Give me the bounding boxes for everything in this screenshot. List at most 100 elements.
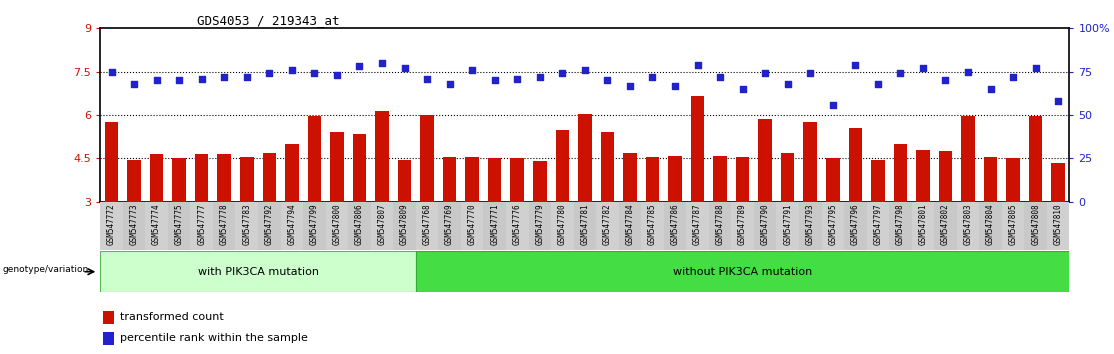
Bar: [303, 202, 325, 250]
Point: [418, 76, 436, 81]
Bar: [984, 157, 997, 202]
Point: [937, 78, 955, 83]
Point: [891, 70, 909, 76]
Point: [981, 86, 999, 92]
Point: [102, 69, 120, 75]
Bar: [285, 144, 299, 202]
Bar: [776, 202, 799, 250]
Bar: [263, 153, 276, 202]
Bar: [258, 202, 281, 250]
Text: GSM547789: GSM547789: [739, 203, 747, 245]
Bar: [393, 202, 416, 250]
Text: GSM547776: GSM547776: [512, 203, 521, 245]
Point: [847, 62, 864, 68]
Bar: [713, 155, 726, 202]
Bar: [1029, 116, 1043, 202]
Text: GSM547770: GSM547770: [468, 203, 477, 245]
Text: GSM547795: GSM547795: [829, 203, 838, 245]
Point: [869, 81, 887, 87]
Text: without PIK3CA mutation: without PIK3CA mutation: [673, 267, 812, 277]
Bar: [443, 157, 457, 202]
Bar: [618, 202, 642, 250]
Point: [1004, 74, 1022, 80]
Bar: [100, 202, 123, 250]
Bar: [871, 160, 885, 202]
Bar: [556, 130, 569, 202]
Point: [554, 70, 571, 76]
Text: GSM547797: GSM547797: [873, 203, 882, 245]
Bar: [466, 157, 479, 202]
Bar: [532, 161, 547, 202]
Bar: [398, 160, 411, 202]
Point: [508, 76, 526, 81]
Point: [283, 67, 301, 73]
Point: [913, 65, 931, 71]
Point: [1027, 65, 1045, 71]
Bar: [916, 150, 930, 202]
Text: GSM547784: GSM547784: [625, 203, 635, 245]
Point: [125, 81, 143, 87]
Bar: [961, 116, 975, 202]
Bar: [691, 96, 704, 202]
Bar: [893, 144, 907, 202]
Text: GSM547773: GSM547773: [129, 203, 138, 245]
Point: [486, 78, 504, 83]
Point: [193, 76, 211, 81]
Point: [801, 70, 819, 76]
Point: [756, 70, 774, 76]
Point: [620, 83, 638, 88]
Bar: [353, 134, 367, 202]
Text: GSM547799: GSM547799: [310, 203, 319, 245]
Bar: [217, 154, 231, 202]
Bar: [145, 202, 168, 250]
Text: GSM547783: GSM547783: [242, 203, 252, 245]
Point: [779, 81, 797, 87]
Bar: [325, 202, 349, 250]
Text: GSM547782: GSM547782: [603, 203, 612, 245]
Point: [1049, 98, 1067, 104]
Bar: [646, 157, 659, 202]
Point: [666, 83, 684, 88]
Text: percentile rank within the sample: percentile rank within the sample: [120, 333, 307, 343]
Text: GSM547769: GSM547769: [446, 203, 455, 245]
Bar: [461, 202, 483, 250]
Bar: [190, 202, 213, 250]
Text: GSM547778: GSM547778: [219, 203, 228, 245]
Bar: [578, 114, 592, 202]
Point: [711, 74, 729, 80]
Bar: [911, 202, 935, 250]
Text: GSM547796: GSM547796: [851, 203, 860, 245]
Bar: [1001, 202, 1025, 250]
Point: [148, 78, 166, 83]
Text: GSM547804: GSM547804: [986, 203, 995, 245]
Text: GSM547780: GSM547780: [558, 203, 567, 245]
Bar: [668, 155, 682, 202]
Text: GSM547779: GSM547779: [535, 203, 545, 245]
Bar: [889, 202, 911, 250]
Text: GSM547791: GSM547791: [783, 203, 792, 245]
Text: GSM547809: GSM547809: [400, 203, 409, 245]
Bar: [825, 159, 840, 202]
Bar: [1052, 163, 1065, 202]
Bar: [732, 202, 754, 250]
Bar: [1025, 202, 1047, 250]
Bar: [736, 157, 750, 202]
Bar: [510, 159, 524, 202]
Text: GSM547803: GSM547803: [964, 203, 973, 245]
Bar: [754, 202, 776, 250]
Text: GSM547800: GSM547800: [332, 203, 341, 245]
Bar: [123, 202, 145, 250]
Bar: [821, 202, 844, 250]
Bar: [781, 153, 794, 202]
Bar: [104, 311, 115, 324]
Bar: [483, 202, 506, 250]
Point: [441, 81, 459, 87]
Point: [734, 86, 752, 92]
Point: [598, 78, 616, 83]
Bar: [935, 202, 957, 250]
Bar: [642, 202, 664, 250]
Text: GSM547768: GSM547768: [422, 203, 431, 245]
Bar: [506, 202, 528, 250]
Point: [261, 70, 278, 76]
Bar: [330, 132, 344, 202]
